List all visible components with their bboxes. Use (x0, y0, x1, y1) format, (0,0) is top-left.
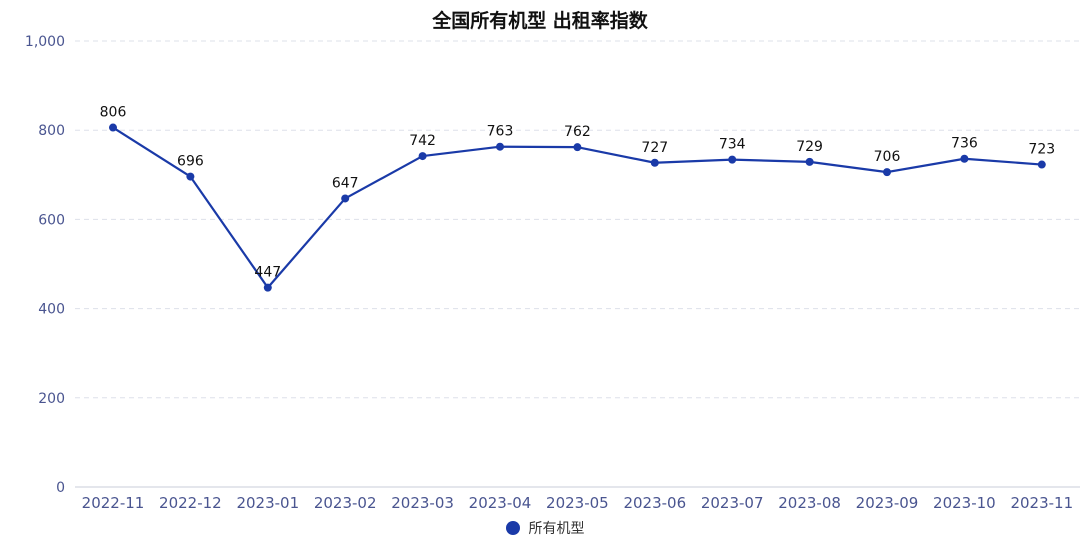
data-point (883, 168, 891, 177)
data-point (573, 143, 582, 152)
x-tick-label: 2023-03 (391, 494, 454, 512)
data-label: 723 (1028, 142, 1055, 158)
x-tick-label: 2023-01 (236, 494, 299, 512)
data-point (805, 157, 814, 166)
x-tick-label: 2022-11 (82, 494, 145, 512)
data-label: 736 (951, 136, 978, 152)
data-label: 762 (564, 124, 591, 140)
x-tick-label: 2023-08 (778, 494, 841, 512)
data-label: 706 (874, 149, 901, 165)
x-tick-label: 2023-09 (856, 494, 919, 512)
data-point (418, 152, 427, 161)
data-label: 696 (177, 154, 204, 170)
data-label: 742 (409, 133, 436, 149)
data-point (728, 155, 737, 164)
data-label: 647 (332, 175, 359, 191)
legend[interactable]: 所有机型 (0, 518, 1080, 538)
data-point (109, 123, 117, 132)
y-tick-label: 1,000 (25, 34, 65, 50)
x-tick-label: 2023-07 (701, 494, 764, 512)
x-tick-label: 2023-04 (469, 494, 532, 512)
data-point (1037, 160, 1046, 169)
data-point (496, 142, 504, 151)
y-tick-label: 800 (38, 123, 65, 139)
legend-item[interactable]: 所有机型 (505, 518, 585, 538)
legend-label: 所有机型 (528, 521, 585, 537)
y-tick-label: 200 (38, 391, 65, 407)
data-point (263, 283, 272, 292)
data-label: 806 (100, 105, 127, 121)
data-label: 447 (254, 265, 281, 281)
x-tick-label: 2023-11 (1010, 494, 1073, 512)
x-tick-label: 2023-05 (546, 494, 609, 512)
legend-marker-icon (505, 521, 520, 535)
x-tick-label: 2023-02 (314, 494, 377, 512)
data-label: 727 (641, 140, 668, 156)
x-tick-label: 2023-06 (623, 494, 686, 512)
x-tick-label: 2022-12 (159, 494, 222, 512)
y-tick-label: 400 (38, 302, 65, 318)
data-label: 763 (487, 124, 514, 140)
data-point (960, 154, 969, 163)
data-point (341, 194, 350, 203)
data-point (186, 172, 195, 181)
data-label: 729 (796, 139, 823, 155)
data-point (650, 158, 659, 167)
x-tick-label: 2023-10 (933, 494, 996, 512)
y-tick-label: 600 (38, 212, 65, 228)
data-label: 734 (719, 137, 746, 153)
y-tick-label: 0 (56, 480, 65, 496)
series-line (112, 126, 1042, 289)
chart-title: 全国所有机型 出租率指数 (432, 10, 648, 32)
